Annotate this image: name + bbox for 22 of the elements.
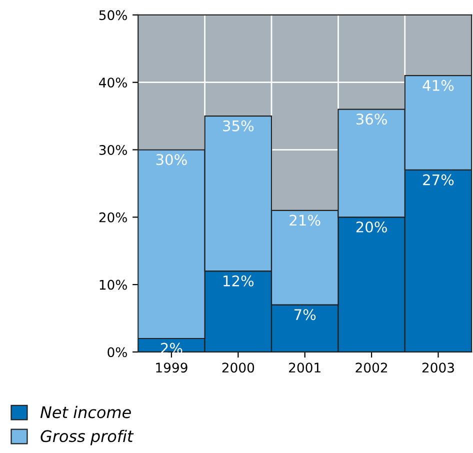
legend-label: Net income bbox=[40, 406, 131, 418]
y-tick-label: 0% bbox=[108, 347, 127, 358]
data-label: 7% bbox=[294, 309, 316, 320]
total-label: 35% bbox=[223, 120, 254, 132]
y-tick-label: 20% bbox=[99, 212, 127, 222]
legend-label: Gross profit bbox=[40, 430, 134, 446]
x-tick-label: 1999 bbox=[156, 362, 188, 373]
total-label: 41% bbox=[422, 80, 454, 91]
data-label: 12% bbox=[224, 275, 254, 286]
x-tick-label: 2000 bbox=[222, 362, 254, 373]
x-tick-label: 2003 bbox=[422, 362, 454, 373]
y-tick-label: 30% bbox=[99, 144, 127, 155]
y-tick-label: 40% bbox=[99, 78, 127, 88]
total-label: 36% bbox=[356, 114, 387, 125]
x-tick-label: 2001 bbox=[289, 362, 320, 373]
data-label: 27% bbox=[423, 174, 454, 186]
total-label: 30% bbox=[156, 154, 187, 166]
data-label: 20% bbox=[356, 221, 387, 232]
y-tick-label: 50% bbox=[99, 10, 127, 20]
y-tick-label: 10% bbox=[100, 280, 127, 290]
x-tick-label: 2002 bbox=[356, 362, 388, 373]
total-label: 21% bbox=[290, 214, 320, 226]
